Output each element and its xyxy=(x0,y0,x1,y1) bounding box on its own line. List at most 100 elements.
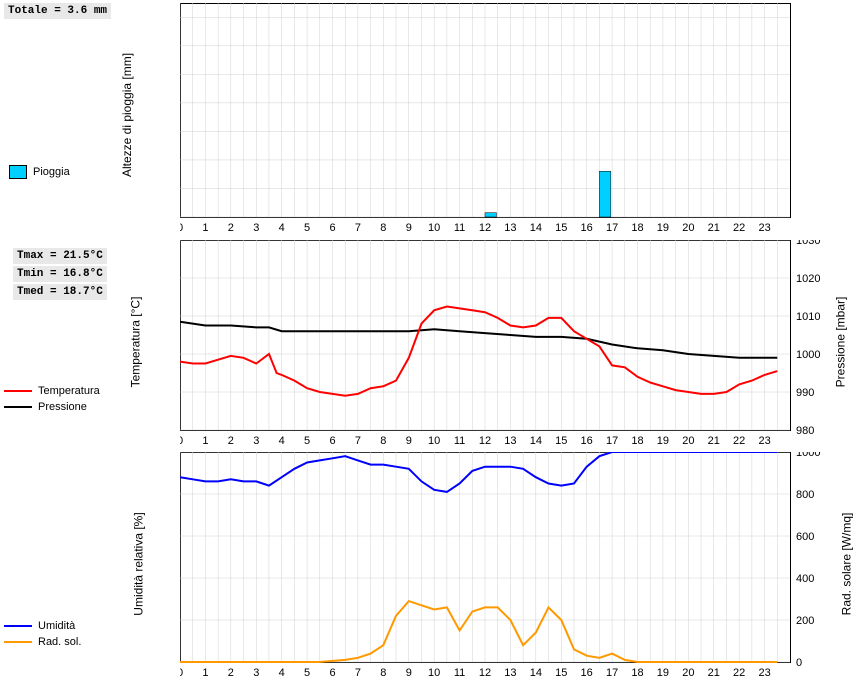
svg-text:15: 15 xyxy=(555,667,567,679)
legend-humidity-label: Umidità xyxy=(38,620,75,632)
svg-text:8: 8 xyxy=(380,222,386,231)
legend-rain-label: Pioggia xyxy=(33,166,70,178)
svg-text:16: 16 xyxy=(581,222,593,231)
svg-text:18: 18 xyxy=(631,222,643,231)
svg-text:1010: 1010 xyxy=(796,311,820,323)
svg-text:13: 13 xyxy=(504,222,516,231)
svg-text:5: 5 xyxy=(304,222,310,231)
legend-pressure-label: Pressione xyxy=(38,401,87,413)
legend-humid-rad: Umidità Rad. sol. xyxy=(4,620,81,652)
svg-text:21: 21 xyxy=(708,435,720,444)
svg-text:10: 10 xyxy=(428,667,440,679)
svg-text:4: 4 xyxy=(279,435,285,444)
svg-text:980: 980 xyxy=(796,425,814,437)
svg-text:15: 15 xyxy=(555,222,567,231)
svg-text:16: 16 xyxy=(581,667,593,679)
totale-badge: Totale = 3.6 mm xyxy=(4,3,111,21)
svg-text:12: 12 xyxy=(479,435,491,444)
svg-text:22: 22 xyxy=(733,222,745,231)
svg-text:11: 11 xyxy=(454,667,465,679)
svg-text:23: 23 xyxy=(758,667,770,679)
svg-text:19: 19 xyxy=(657,435,669,444)
svg-text:0: 0 xyxy=(180,435,183,444)
svg-text:22: 22 xyxy=(733,435,745,444)
legend-rain: Pioggia xyxy=(9,165,70,179)
chart-container: Totale = 3.6 mm Pioggia Altezze di piogg… xyxy=(0,0,860,690)
humidity-line-swatch xyxy=(4,625,32,627)
radiation-line-swatch xyxy=(4,641,32,643)
svg-text:21: 21 xyxy=(708,667,720,679)
svg-text:1: 1 xyxy=(202,222,208,231)
svg-text:11: 11 xyxy=(454,435,465,444)
svg-text:20: 20 xyxy=(682,667,694,679)
svg-text:19: 19 xyxy=(657,222,669,231)
svg-text:5: 5 xyxy=(304,435,310,444)
svg-text:200: 200 xyxy=(796,615,814,627)
svg-text:13: 13 xyxy=(504,667,516,679)
humidity-radiation-chart: 0123456789101112131415161718192021222302… xyxy=(180,452,860,680)
svg-text:1: 1 xyxy=(202,667,208,679)
svg-text:14: 14 xyxy=(530,667,542,679)
rain-ylabel: Altezze di pioggia [mm] xyxy=(120,53,134,177)
svg-text:21: 21 xyxy=(708,222,720,231)
svg-text:1030: 1030 xyxy=(796,240,820,247)
svg-text:6: 6 xyxy=(329,222,335,231)
svg-text:1000: 1000 xyxy=(796,349,820,361)
svg-text:12: 12 xyxy=(479,222,491,231)
svg-text:15: 15 xyxy=(555,435,567,444)
svg-text:23: 23 xyxy=(758,435,770,444)
svg-text:23: 23 xyxy=(758,222,770,231)
temp-badges: Tmax = 21.5°C Tmin = 16.8°C Tmed = 18.7°… xyxy=(13,248,107,302)
svg-text:3: 3 xyxy=(253,435,259,444)
svg-text:9: 9 xyxy=(406,222,412,231)
svg-text:7: 7 xyxy=(355,222,361,231)
temp-ylabel: Temperatura [°C] xyxy=(128,297,142,388)
legend-temp-pressure: Temperatura Pressione xyxy=(4,385,100,417)
rain-swatch xyxy=(9,165,27,179)
legend-temp-label: Temperatura xyxy=(38,385,100,397)
svg-text:1020: 1020 xyxy=(796,273,820,285)
svg-text:17: 17 xyxy=(606,667,618,679)
svg-text:9: 9 xyxy=(406,435,412,444)
svg-text:7: 7 xyxy=(355,667,361,679)
svg-text:6: 6 xyxy=(329,435,335,444)
svg-text:0: 0 xyxy=(180,222,183,231)
svg-text:17: 17 xyxy=(606,222,618,231)
svg-text:4: 4 xyxy=(279,222,285,231)
svg-text:14: 14 xyxy=(530,222,542,231)
legend-radiation-label: Rad. sol. xyxy=(38,636,81,648)
svg-text:18: 18 xyxy=(631,435,643,444)
svg-text:12: 12 xyxy=(479,667,491,679)
pressure-line-swatch xyxy=(4,406,32,408)
svg-text:22: 22 xyxy=(733,667,745,679)
svg-text:1000: 1000 xyxy=(796,452,820,459)
svg-text:10: 10 xyxy=(428,435,440,444)
svg-text:4: 4 xyxy=(279,667,285,679)
svg-text:2: 2 xyxy=(228,667,234,679)
svg-text:10: 10 xyxy=(428,222,440,231)
svg-text:20: 20 xyxy=(682,435,694,444)
svg-text:400: 400 xyxy=(796,573,814,585)
humidity-ylabel: Umidità relativa [%] xyxy=(132,512,146,615)
svg-text:17: 17 xyxy=(606,435,618,444)
temp-line-swatch xyxy=(4,390,32,392)
svg-text:600: 600 xyxy=(796,531,814,543)
svg-text:990: 990 xyxy=(796,387,814,399)
svg-text:6: 6 xyxy=(329,667,335,679)
svg-text:19: 19 xyxy=(657,667,669,679)
svg-text:11: 11 xyxy=(454,222,465,231)
svg-text:3: 3 xyxy=(253,667,259,679)
svg-text:14: 14 xyxy=(530,435,542,444)
svg-text:3: 3 xyxy=(253,222,259,231)
svg-text:8: 8 xyxy=(380,667,386,679)
temp-pressure-chart: 0123456789101112131415161718192021222315… xyxy=(180,240,860,444)
svg-text:2: 2 xyxy=(228,435,234,444)
svg-text:5: 5 xyxy=(304,667,310,679)
svg-text:8: 8 xyxy=(380,435,386,444)
svg-text:18: 18 xyxy=(631,667,643,679)
svg-text:0: 0 xyxy=(796,657,802,669)
svg-text:800: 800 xyxy=(796,489,814,501)
svg-text:1: 1 xyxy=(202,435,208,444)
svg-text:16: 16 xyxy=(581,435,593,444)
svg-text:0: 0 xyxy=(180,667,183,679)
